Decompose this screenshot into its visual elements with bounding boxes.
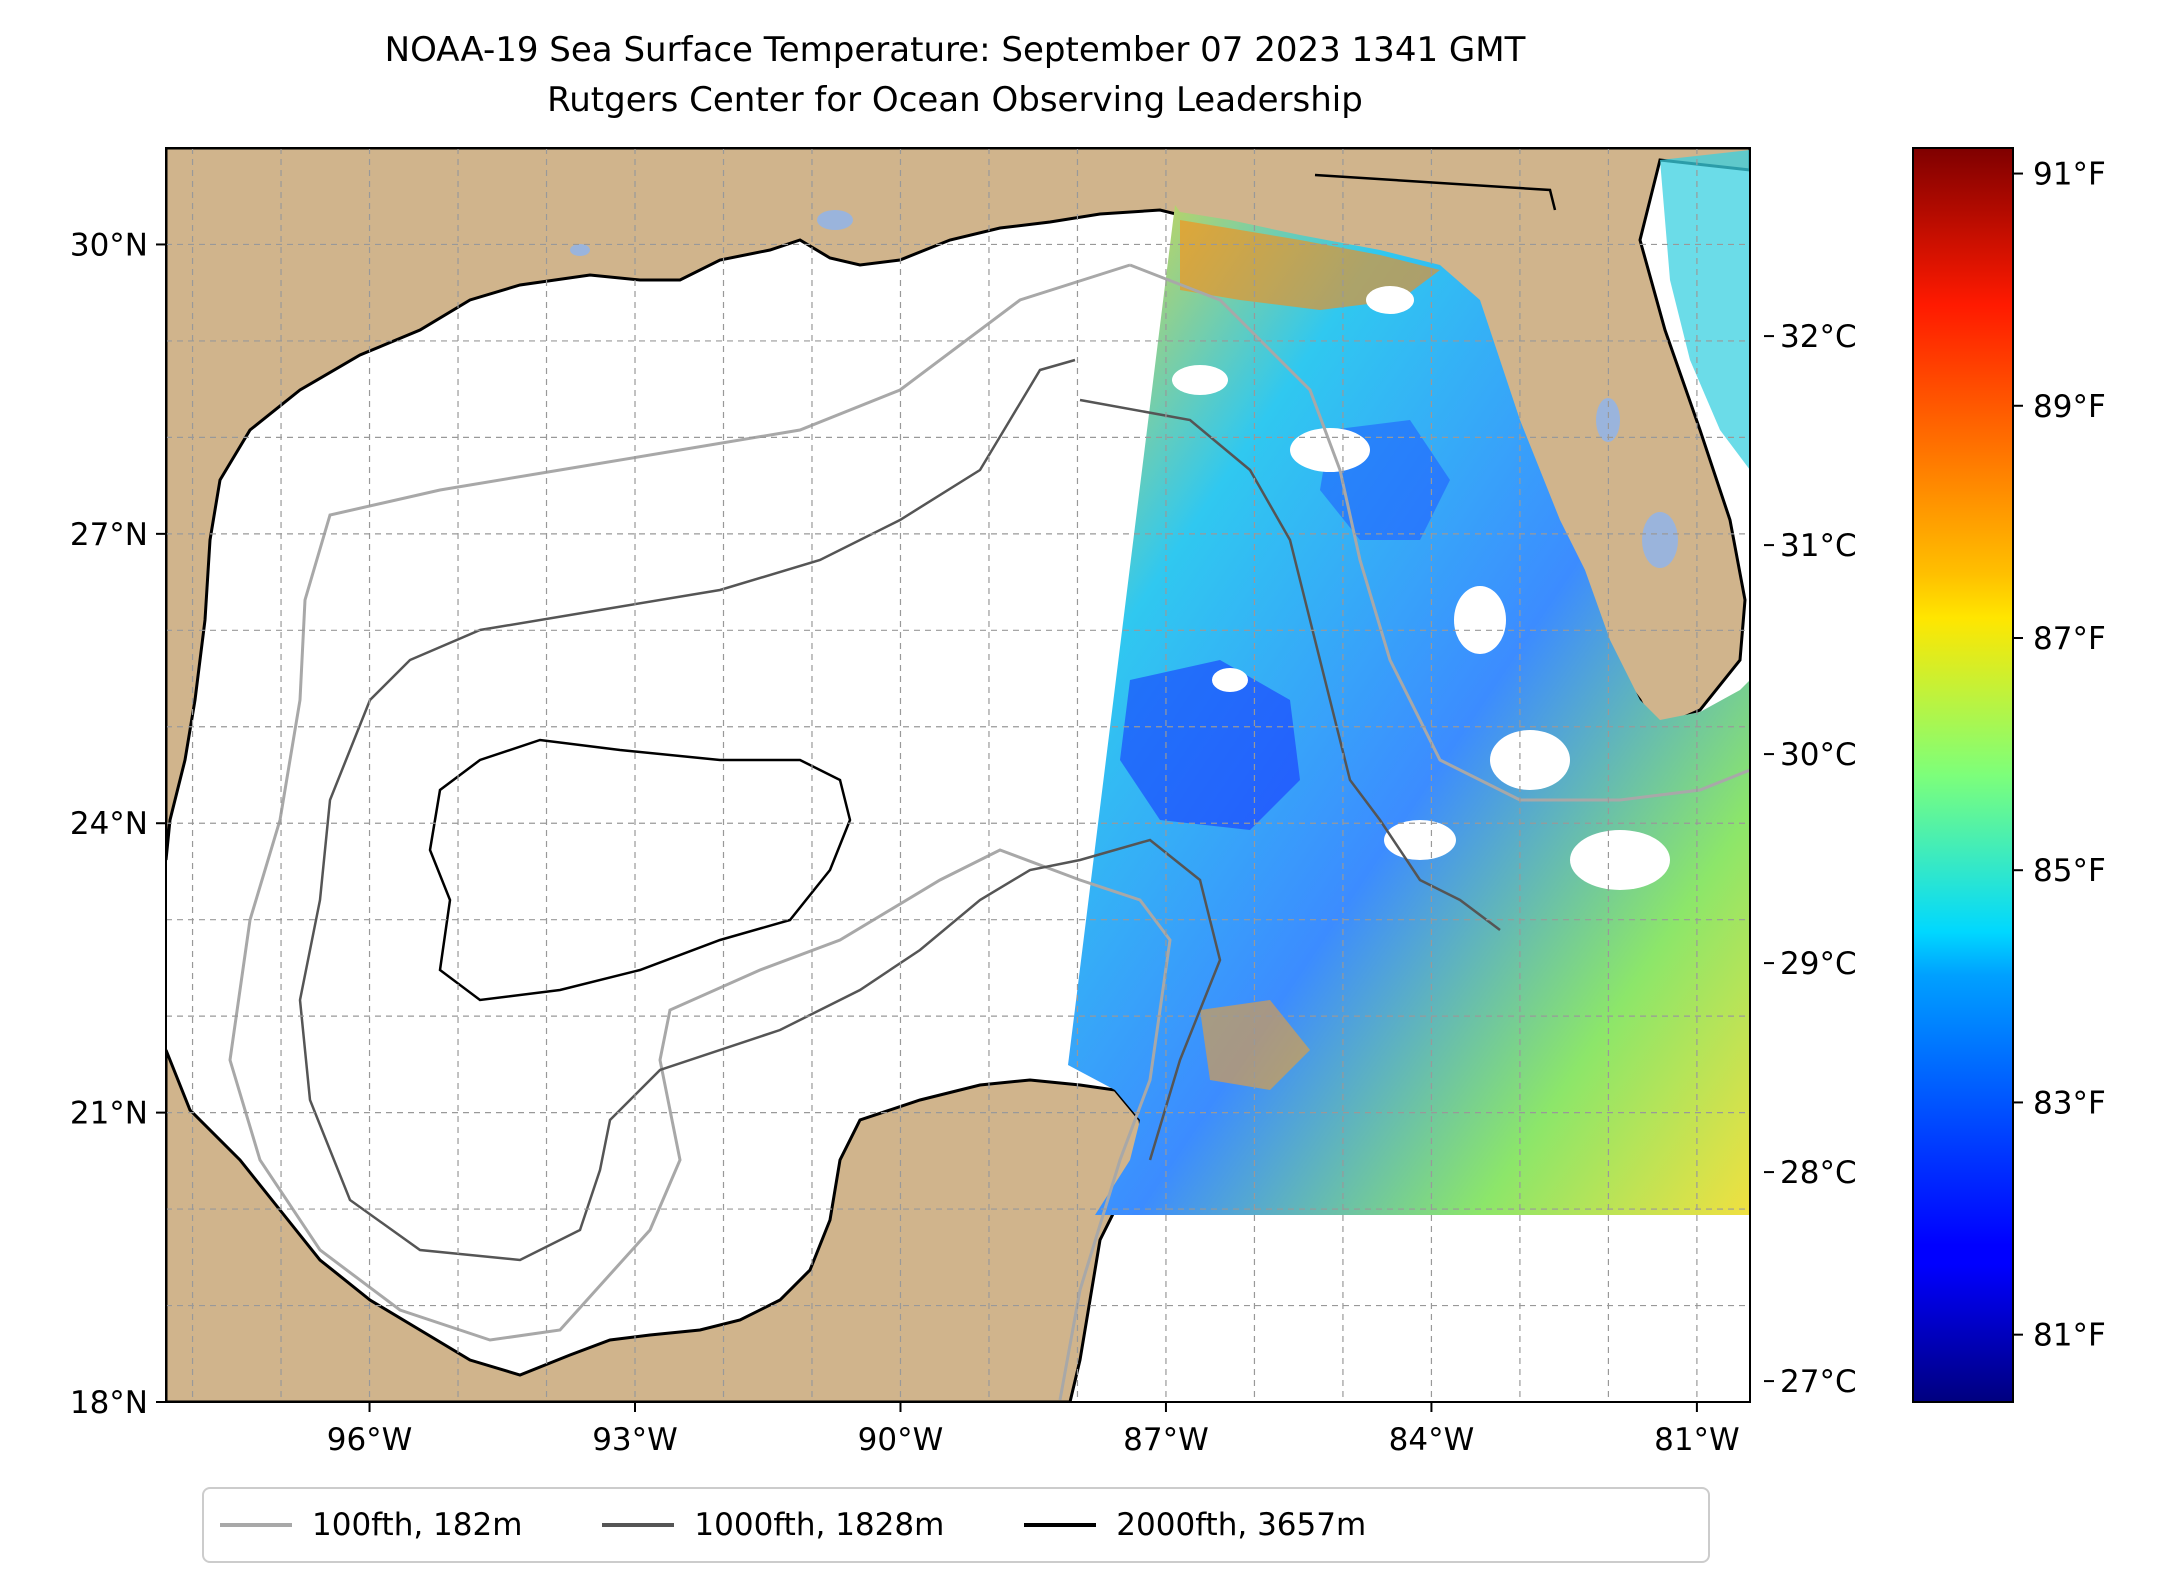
fahrenheit-tick-label: 81°F: [2033, 1318, 2106, 1354]
lon-tick-label: 90°W: [858, 1422, 944, 1458]
fahrenheit-tick-label: 89°F: [2033, 389, 2106, 425]
cloud-gap: [1366, 286, 1414, 314]
cloud-gap: [1454, 586, 1506, 654]
lake: [1596, 398, 1620, 442]
lat-tick-label: 18°N: [70, 1385, 148, 1421]
lake: [1642, 512, 1678, 568]
legend-label: 1000fth, 1828m: [694, 1507, 945, 1543]
cloud-gap: [1290, 428, 1370, 472]
lon-tick-label: 87°W: [1123, 1422, 1209, 1458]
celsius-tick-label: 29°C: [1780, 946, 1857, 982]
contour-1000fth: [298, 358, 1222, 1262]
map-grid: [166, 148, 1750, 1402]
fahrenheit-axis: 81°F 83°F 85°F 87°F 89°F 91°F: [2013, 157, 2106, 1354]
lat-tick-label: 27°N: [70, 517, 148, 553]
lon-tick-group: 96°W 93°W 90°W 87°W 84°W 81°W: [327, 1402, 1740, 1458]
state-border: [1314, 173, 1557, 211]
lat-tick-group: 18°N 21°N 24°N 27°N 30°N: [70, 227, 166, 1421]
legend-item-2000fth: 2000fth, 3657m: [1024, 1507, 1366, 1543]
celsius-tick-label: 32°C: [1780, 319, 1857, 355]
legend-line-100fth: [220, 1523, 292, 1527]
celsius-tick-label: 30°C: [1780, 737, 1857, 773]
cloud-gap: [1172, 365, 1228, 395]
lon-tick-label: 84°W: [1389, 1422, 1475, 1458]
cloud-gap: [1570, 830, 1670, 890]
contour-legend: 100fth, 182m 1000fth, 1828m 2000fth, 365…: [202, 1487, 1710, 1563]
lon-tick-label: 81°W: [1654, 1422, 1740, 1458]
map-title: NOAA-19 Sea Surface Temperature: Septemb…: [384, 30, 1526, 70]
sst-warm-coastal-band: [1180, 220, 1440, 310]
lat-tick-label: 30°N: [70, 227, 148, 263]
legend-item-100fth: 100fth, 182m: [220, 1507, 522, 1543]
celsius-tick-label: 31°C: [1780, 528, 1857, 564]
celsius-axis: 27°C 28°C 29°C 30°C 31°C 32°C: [1764, 319, 1857, 1400]
lake: [570, 244, 590, 256]
contour-1000fth-east: [1079, 398, 1501, 931]
map-frame: [165, 147, 1751, 1403]
celsius-tick-label: 27°C: [1780, 1364, 1857, 1400]
lon-tick-label: 96°W: [327, 1422, 413, 1458]
legend-line-2000fth: [1024, 1523, 1097, 1527]
fahrenheit-tick-label: 83°F: [2033, 1085, 2106, 1121]
colorbar-bar: [1912, 147, 2014, 1403]
lat-tick-label: 24°N: [70, 806, 148, 842]
lon-tick-label: 93°W: [592, 1422, 678, 1458]
sst-swath: [1068, 205, 1750, 1215]
legend-line-1000fth: [602, 1523, 675, 1527]
fahrenheit-tick-label: 85°F: [2033, 853, 2106, 889]
legend-item-1000fth: 1000fth, 1828m: [602, 1507, 944, 1543]
cloud-gap: [1212, 668, 1248, 692]
cloud-gap: [1490, 730, 1570, 790]
colorbar: 27°C 28°C 29°C 30°C 31°C 32°C 81°F 83°F 85°F 87°…: [1764, 147, 2106, 1403]
legend-label: 2000fth, 3657m: [1116, 1507, 1367, 1543]
fahrenheit-tick-label: 87°F: [2033, 621, 2106, 657]
contour-100fth: [228, 263, 1172, 1401]
contour-2000fth: [428, 738, 852, 1002]
map-subtitle: Rutgers Center for Ocean Observing Leade…: [547, 80, 1363, 120]
lat-tick-label: 21°N: [70, 1096, 148, 1132]
contour-100fth-east: [1129, 263, 1750, 802]
celsius-tick-label: 28°C: [1780, 1155, 1857, 1191]
cloud-gap: [1384, 820, 1456, 860]
sst-swath-east: [1660, 150, 1750, 470]
fahrenheit-tick-label: 91°F: [2033, 157, 2106, 193]
lake: [817, 210, 853, 230]
legend-label: 100fth, 182m: [312, 1507, 523, 1543]
